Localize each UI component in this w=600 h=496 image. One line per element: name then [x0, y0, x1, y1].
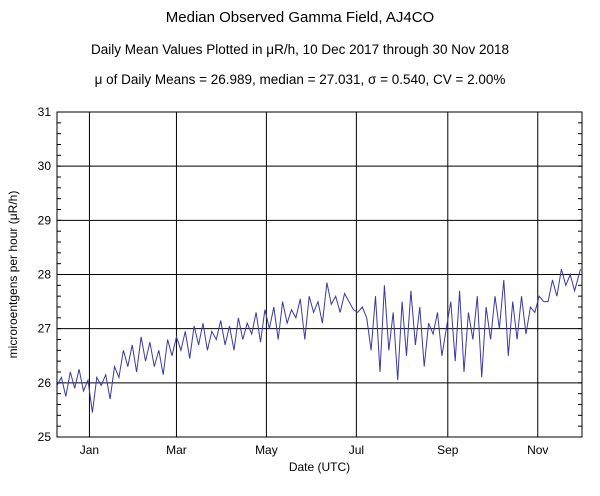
x-tick-label: Sep: [437, 443, 459, 457]
chart-stats-line: μ of Daily Means = 26.989, median = 27.0…: [94, 72, 506, 87]
x-tick-label: Jan: [80, 443, 99, 457]
x-tick-label: Mar: [166, 443, 187, 457]
y-tick-label: 26: [38, 376, 52, 390]
y-tick-label: 25: [38, 430, 52, 444]
y-tick-labels: 25 26 27 28 29 30 31: [38, 105, 52, 444]
x-axis-title: Date (UTC): [289, 460, 350, 474]
y-axis-title: microroentgens per hour (μR/h): [6, 191, 20, 359]
y-tick-label: 29: [38, 213, 52, 227]
grid-layer: [57, 111, 582, 438]
series-line: [56, 268, 581, 413]
x-tick-label: Jul: [349, 443, 364, 457]
x-tick-label: Nov: [527, 443, 548, 457]
series-layer: [56, 268, 581, 413]
plot-frame: [56, 111, 583, 438]
y-tick-label: 30: [38, 159, 52, 173]
y-tick-label: 27: [38, 322, 52, 336]
y-tick-label: 28: [38, 268, 52, 282]
y-tick-label: 31: [38, 105, 52, 119]
x-tick-label: May: [255, 443, 278, 457]
x-tick-labels: Jan Mar May Jul Sep Nov: [80, 443, 549, 457]
chart-subtitle: Daily Mean Values Plotted in μR/h, 10 De…: [90, 42, 510, 57]
chart-title: Median Observed Gamma Field, AJ4CO: [165, 9, 435, 26]
